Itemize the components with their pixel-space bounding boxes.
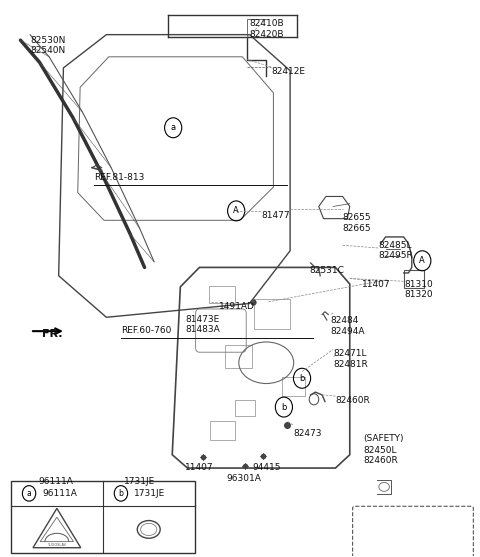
Text: 82460R: 82460R — [336, 396, 370, 405]
Bar — [404, 270, 424, 288]
Bar — [282, 377, 305, 396]
Bar — [209, 286, 235, 304]
Text: a: a — [170, 123, 176, 132]
Text: b: b — [119, 489, 123, 498]
Text: b: b — [300, 374, 305, 383]
Text: 81310
81320: 81310 81320 — [405, 280, 433, 299]
Text: 82410B
82420B: 82410B 82420B — [249, 19, 284, 38]
Text: A: A — [420, 256, 425, 265]
Bar — [11, 481, 195, 553]
Text: 81473E
81483A: 81473E 81483A — [185, 315, 220, 334]
Bar — [235, 400, 255, 416]
Text: 82412E: 82412E — [271, 67, 305, 76]
Text: FR.: FR. — [42, 330, 62, 339]
Text: 82655
82665: 82655 82665 — [343, 213, 371, 232]
Text: 82531C: 82531C — [309, 266, 344, 275]
Text: b: b — [281, 403, 287, 412]
Text: 82485L
82495R: 82485L 82495R — [378, 241, 413, 260]
Text: 82450L
82460R: 82450L 82460R — [363, 446, 398, 465]
Text: 81477: 81477 — [262, 211, 290, 220]
Text: 82473: 82473 — [293, 429, 322, 438]
Text: 96301A: 96301A — [227, 473, 262, 482]
Text: 96111A: 96111A — [39, 477, 74, 486]
Bar — [254, 299, 290, 330]
Text: 82530N
82540N: 82530N 82540N — [30, 36, 65, 55]
Text: 11407: 11407 — [362, 280, 390, 289]
Text: (SAFETY): (SAFETY) — [363, 434, 404, 443]
Text: A: A — [233, 207, 239, 216]
Text: 96111A: 96111A — [42, 489, 77, 498]
Text: REF.60-760: REF.60-760 — [120, 326, 171, 335]
Bar — [210, 421, 235, 441]
Text: a: a — [27, 489, 32, 498]
Text: 82471L
82481R: 82471L 82481R — [333, 349, 368, 369]
Text: 11407: 11407 — [185, 462, 214, 472]
Text: REF.81-813: REF.81-813 — [95, 173, 145, 182]
Text: 94415: 94415 — [252, 462, 280, 472]
Text: 1731JE: 1731JE — [124, 477, 156, 486]
Text: 82484
82494A: 82484 82494A — [331, 316, 365, 335]
Text: 1731JE: 1731JE — [134, 489, 165, 498]
Text: 1491AD: 1491AD — [218, 302, 254, 311]
Text: YUGOSLAV: YUGOSLAV — [48, 543, 66, 547]
Bar — [225, 345, 252, 368]
